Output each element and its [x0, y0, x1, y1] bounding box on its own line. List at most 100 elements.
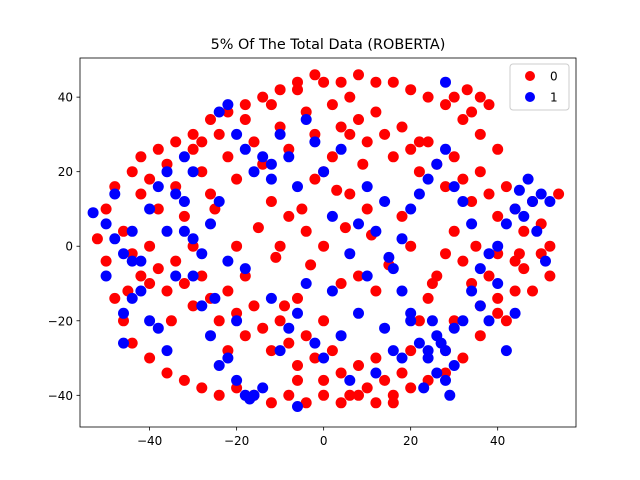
point-series-1-26: [318, 352, 330, 364]
point-series-0-153: [361, 203, 373, 215]
legend-label-0: 0: [550, 70, 558, 84]
point-series-0-32: [405, 143, 417, 155]
point-series-1-67: [335, 143, 347, 155]
point-series-1-4: [126, 225, 138, 237]
point-series-0-191: [309, 173, 321, 185]
point-series-1-50: [527, 196, 538, 207]
point-series-0-135: [292, 76, 303, 88]
point-series-1-24: [300, 278, 312, 289]
point-series-1-44: [474, 263, 486, 275]
point-series-1-30: [353, 307, 364, 319]
point-series-1-94: [161, 345, 173, 357]
point-series-0-6: [178, 210, 190, 222]
points-layer: [87, 69, 565, 412]
point-series-0-138: [239, 99, 251, 111]
point-series-1-128: [109, 233, 121, 245]
x-tick-label: 40: [490, 434, 505, 448]
point-series-0-136: [274, 84, 286, 96]
point-series-0-115: [370, 397, 382, 409]
point-series-1-28: [335, 330, 347, 342]
point-series-0-125: [474, 128, 486, 140]
point-series-1-77: [422, 173, 434, 185]
point-series-0-174: [292, 292, 303, 304]
point-series-1-72: [379, 196, 391, 207]
point-series-0-11: [222, 151, 234, 163]
point-series-1-95: [231, 374, 243, 386]
point-series-0-171: [370, 285, 382, 297]
point-series-0-24: [335, 121, 347, 133]
point-series-1-68: [344, 248, 356, 260]
point-series-0-169: [513, 248, 525, 260]
point-series-0-54: [161, 285, 173, 297]
point-series-0-91: [483, 270, 495, 282]
point-series-1-55: [231, 128, 243, 140]
point-series-1-85: [492, 278, 504, 289]
point-series-0-142: [170, 136, 182, 148]
point-series-0-73: [326, 345, 338, 357]
point-series-0-150: [283, 210, 295, 222]
point-series-0-16: [265, 99, 277, 111]
point-series-1-116: [205, 218, 216, 230]
point-series-1-10: [178, 196, 190, 207]
point-series-0-23: [326, 99, 338, 111]
point-series-0-128: [422, 91, 434, 103]
point-series-0-143: [152, 143, 164, 155]
point-series-1-35: [396, 352, 408, 364]
point-series-1-102: [448, 360, 460, 371]
point-series-1-6: [144, 203, 156, 215]
point-series-1-81: [457, 196, 469, 207]
point-series-0-192: [335, 278, 347, 289]
point-series-1-120: [513, 184, 525, 196]
point-series-0-197: [279, 300, 290, 312]
point-series-1-113: [265, 158, 277, 170]
point-series-0-36: [440, 181, 451, 193]
point-series-1-101: [440, 374, 451, 386]
point-series-0-75: [344, 389, 356, 401]
point-series-0-184: [448, 91, 460, 103]
point-series-0-186: [544, 270, 556, 282]
point-series-0-149: [331, 184, 343, 196]
point-series-0-134: [309, 69, 321, 81]
point-series-0-70: [300, 330, 312, 342]
point-series-0-64: [248, 300, 260, 312]
point-series-0-196: [357, 158, 369, 170]
point-series-1-43: [466, 285, 478, 297]
legend-box: [509, 63, 570, 111]
point-series-1-34: [387, 345, 399, 357]
point-series-0-61: [222, 285, 234, 297]
point-series-0-105: [196, 382, 208, 394]
point-series-1-90: [144, 315, 156, 327]
point-series-0-3: [152, 203, 164, 215]
point-series-0-180: [461, 84, 473, 96]
point-series-1-51: [535, 188, 547, 200]
legend-marker-1: [525, 92, 535, 102]
point-series-0-37: [448, 151, 460, 163]
point-series-0-141: [187, 128, 199, 140]
point-series-1-69: [353, 218, 364, 230]
point-series-0-147: [339, 222, 351, 234]
point-series-0-51: [135, 270, 147, 282]
point-series-1-12: [196, 300, 208, 312]
point-series-0-110: [283, 389, 295, 401]
point-series-1-23: [292, 307, 303, 319]
point-series-0-112: [318, 389, 330, 401]
point-series-1-15: [222, 255, 234, 267]
point-series-1-48: [509, 203, 521, 215]
point-series-0-78: [370, 352, 382, 364]
point-series-0-140: [205, 114, 216, 125]
point-series-1-89: [152, 322, 164, 334]
point-series-1-127: [126, 255, 138, 267]
point-series-1-31: [361, 270, 373, 282]
point-series-0-145: [296, 203, 308, 215]
point-series-0-188: [100, 255, 112, 267]
point-series-0-9: [205, 188, 216, 200]
point-series-1-107: [292, 401, 303, 412]
point-series-1-109: [396, 285, 408, 297]
point-series-1-32: [370, 367, 382, 379]
point-series-1-1: [100, 270, 112, 282]
point-series-1-97: [244, 393, 256, 405]
point-series-0-86: [440, 248, 451, 260]
x-tick-label: 20: [403, 434, 418, 448]
legend-marker-0: [525, 71, 535, 81]
